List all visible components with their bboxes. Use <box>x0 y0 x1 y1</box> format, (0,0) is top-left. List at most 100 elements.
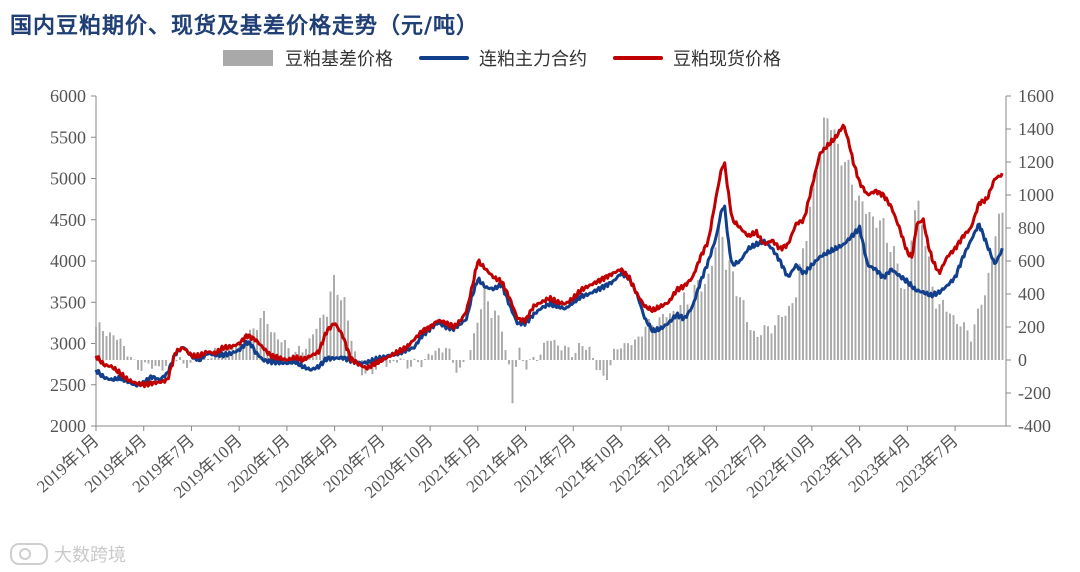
basis-bar <box>767 326 769 360</box>
basis-bar <box>448 348 451 360</box>
basis-bar <box>774 325 776 360</box>
basis-bar <box>630 345 633 360</box>
basis-bar <box>266 324 269 360</box>
basis-bar <box>284 339 286 360</box>
basis-bar <box>459 360 461 368</box>
basis-bar <box>819 157 822 360</box>
basis-bar <box>280 342 283 360</box>
basis-bar <box>130 357 132 360</box>
watermark-logo-icon <box>10 543 48 565</box>
watermark-text: 大数跨境 <box>54 545 126 566</box>
basis-bar <box>938 304 941 360</box>
basis-bar <box>508 360 510 365</box>
basis-bar <box>186 360 188 369</box>
basis-bar <box>994 236 997 360</box>
basis-bar <box>854 200 857 360</box>
basis-bar <box>413 358 416 360</box>
legend-swatch-futures <box>419 56 469 60</box>
basis-bar <box>686 304 689 360</box>
basis-bar <box>679 304 682 360</box>
basis-bar <box>963 322 965 360</box>
basis-bar <box>494 310 496 360</box>
basis-bar <box>882 218 885 360</box>
basis-bar <box>697 280 699 360</box>
basis-bar <box>553 339 556 360</box>
basis-bar <box>392 360 395 362</box>
basis-bar <box>571 357 573 360</box>
basis-bar <box>735 296 738 360</box>
basis-bar <box>256 330 258 360</box>
watermark: 大数跨境 <box>10 541 126 567</box>
basis-bar <box>627 343 629 360</box>
basis-bar <box>98 322 101 360</box>
basis-bar <box>462 360 465 363</box>
basis-bar <box>354 351 356 360</box>
basis-bar <box>833 129 836 360</box>
basis-bar <box>742 300 745 360</box>
basis-bar <box>746 322 748 360</box>
legend-swatch-basis <box>223 50 273 66</box>
basis-bar <box>431 355 433 360</box>
basis-bar <box>182 360 185 364</box>
basis-bar <box>840 165 843 360</box>
spot-line <box>94 123 1004 389</box>
basis-bar <box>595 360 598 371</box>
basis-bar <box>945 311 948 360</box>
basis-bar <box>529 359 531 360</box>
basis-bar <box>798 263 801 360</box>
basis-bar <box>242 345 244 360</box>
basis-bar <box>473 333 475 360</box>
basis-bar <box>879 220 881 360</box>
basis-bar <box>564 345 566 360</box>
right-tick-label: 0 <box>1018 350 1027 370</box>
basis-bar <box>245 342 248 360</box>
basis-bar <box>651 325 654 360</box>
basis-bar <box>865 214 867 360</box>
right-tick-label: 1600 <box>1018 86 1054 106</box>
basis-bar <box>161 360 164 371</box>
basis-bar <box>560 350 563 360</box>
basis-bar <box>987 272 990 360</box>
basis-bar <box>760 335 762 360</box>
basis-bar <box>270 332 272 360</box>
basis-bar <box>980 304 983 360</box>
basis-bar <box>259 318 262 360</box>
basis-bar <box>434 350 437 360</box>
basis-bar <box>707 273 710 360</box>
basis-bar <box>690 306 692 360</box>
chart-legend: 豆粕基差价格 连粕主力合约 豆粕现货价格 <box>223 44 807 72</box>
basis-bar <box>784 315 787 360</box>
left-tick-label: 5000 <box>50 169 86 189</box>
futures-line <box>94 204 1004 388</box>
basis-bar <box>795 297 797 360</box>
basis-bar <box>497 315 500 360</box>
basis-bar <box>823 117 825 361</box>
basis-bar <box>802 248 804 360</box>
basis-bar <box>417 360 419 363</box>
left-tick-label: 5500 <box>50 127 86 147</box>
basis-bar <box>749 330 752 360</box>
basis-bar <box>872 216 874 360</box>
basis-bar <box>641 336 643 360</box>
basis-bar <box>655 327 657 360</box>
basis-bar <box>539 354 542 360</box>
basis-bar <box>900 288 902 360</box>
basis-bar <box>165 360 167 366</box>
basis-bar <box>949 313 951 360</box>
basis-bar <box>711 265 713 360</box>
right-tick-label: 1400 <box>1018 119 1054 139</box>
basis-bar <box>973 324 976 360</box>
basis-bar <box>935 308 937 360</box>
basis-bar <box>315 328 318 360</box>
right-tick-label: 200 <box>1018 317 1045 337</box>
left-tick-label: 4000 <box>50 251 86 271</box>
basis-bar <box>350 340 353 360</box>
basis-bar <box>728 260 731 360</box>
basis-bar <box>137 360 139 370</box>
legend-label-basis: 豆粕基差价格 <box>285 49 393 70</box>
basis-bar <box>984 295 986 360</box>
basis-bar <box>424 359 426 360</box>
basis-bar <box>672 310 675 360</box>
basis-bar <box>144 360 146 363</box>
basis-bar <box>193 358 195 360</box>
